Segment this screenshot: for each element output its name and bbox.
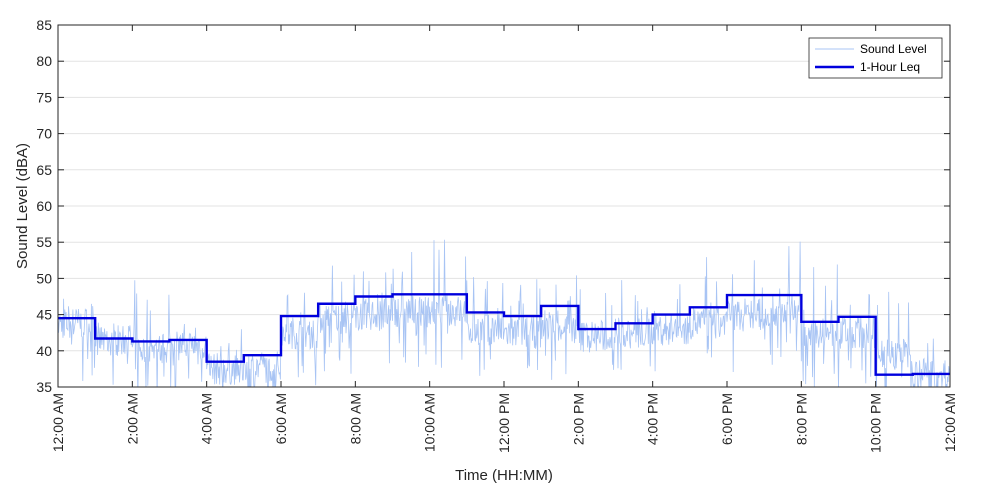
x-tick-label: 4:00 AM: [199, 393, 215, 444]
x-axis-title: Time (HH:MM): [455, 467, 553, 484]
x-tick-label: 10:00 PM: [868, 393, 884, 453]
y-tick-label: 45: [36, 307, 52, 323]
x-tick-label: 6:00 AM: [273, 393, 289, 444]
x-tick-label: 2:00 PM: [570, 393, 586, 445]
y-tick-label: 70: [36, 126, 52, 142]
legend-box: [808, 37, 943, 79]
x-tick-label: 4:00 PM: [645, 393, 661, 445]
y-tick-label: 60: [36, 198, 52, 214]
x-tick-label: 8:00 PM: [793, 393, 809, 445]
x-tick-label: 8:00 AM: [347, 393, 363, 444]
legend-sound-level-label: Sound Level: [860, 42, 927, 56]
x-tick-label: 12:00 AM: [942, 393, 958, 452]
y-tick-label: 40: [36, 343, 52, 359]
y-tick-label: 55: [36, 234, 52, 250]
x-tick-label: 12:00 PM: [496, 393, 512, 453]
x-tick-label: 6:00 PM: [719, 393, 735, 445]
y-tick-label: 80: [36, 53, 52, 69]
y-tick-label: 65: [36, 162, 52, 178]
y-tick-labels: 35 40 45 50 55 60 65 70 75 80 85: [36, 17, 52, 395]
x-tick-label: 2:00 AM: [124, 393, 140, 444]
legend: Sound Level 1-Hour Leq: [808, 37, 943, 79]
leq-step-line: [58, 293, 950, 376]
axis-ticks: [57, 24, 951, 388]
x-tick-label: 12:00 AM: [50, 393, 66, 452]
x-tick-labels: 12:00 AM 2:00 AM 4:00 AM 6:00 AM 8:00 AM 10:0…: [50, 393, 958, 453]
y-tick-label: 75: [36, 89, 52, 105]
y-tick-label: 35: [36, 379, 52, 395]
y-tick-label: 85: [36, 17, 52, 33]
legend-leq-label: 1-Hour Leq: [860, 60, 920, 74]
x-tick-label: 10:00 AM: [422, 393, 438, 452]
y-axis-title: Sound Level (dBA): [14, 143, 31, 269]
y-tick-label: 50: [36, 270, 52, 286]
